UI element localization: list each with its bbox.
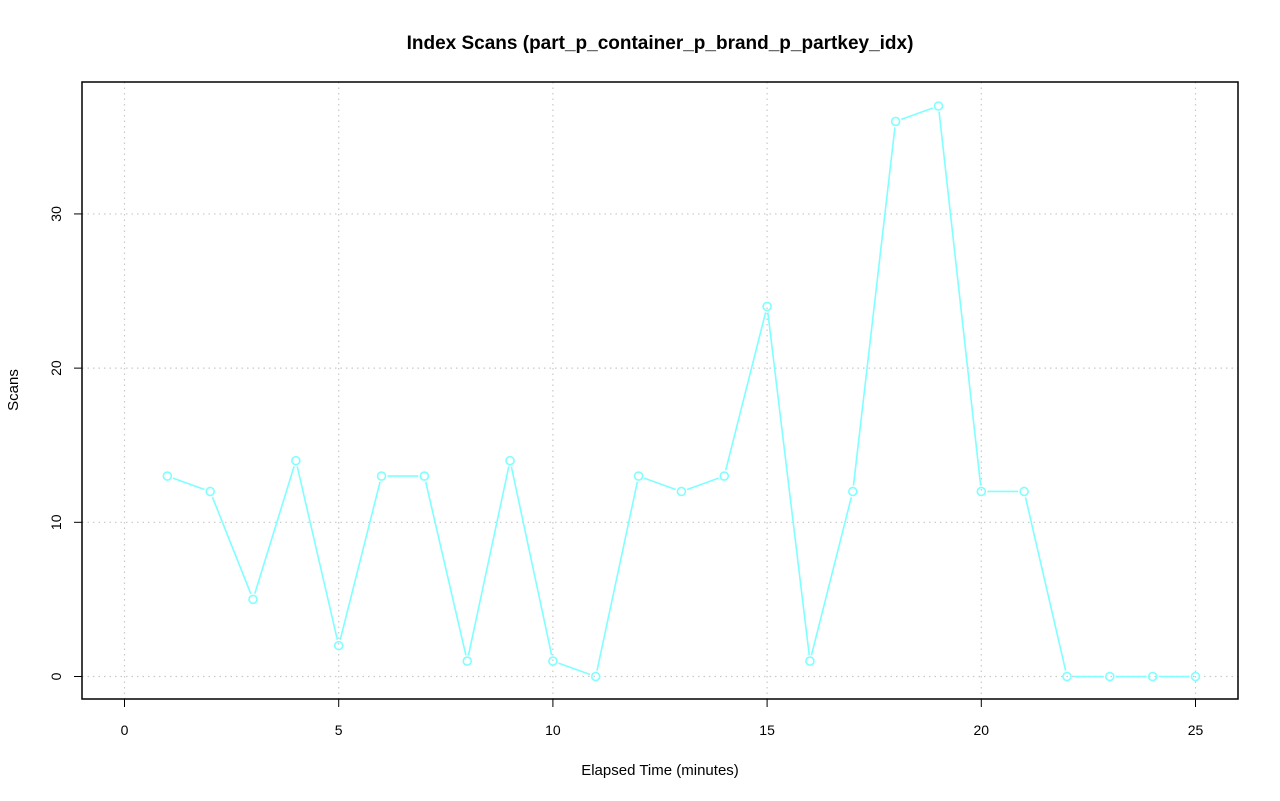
data-point [333,640,344,651]
data-point [976,486,987,497]
x-tick-label: 10 [545,722,561,738]
series-line-segment [558,662,591,676]
data-point [1062,671,1072,682]
data-point [805,656,815,666]
series-line-segment [686,477,719,491]
data-point [719,471,730,481]
series-layer [162,101,1201,682]
data-point [1019,486,1029,497]
series-line-segment [938,111,982,486]
y-tick-label: 20 [48,360,64,376]
series-line-segment [900,107,934,121]
series-line-segment [424,481,467,656]
series-line-segment [1024,497,1067,671]
series-line-segment [724,312,767,471]
y-tick-label: 10 [48,514,64,530]
chart-title: Index Scans (part_p_container_p_brand_p_… [407,33,914,54]
x-tick-label: 0 [121,722,129,738]
data-point [162,471,173,481]
series-line-segment [172,477,205,491]
data-point [933,101,944,111]
series-line-segment [643,477,677,491]
data-point [205,486,215,497]
series-line-segment [767,312,811,656]
grid-lines [82,82,1238,699]
data-point [1105,671,1115,682]
x-tick-label: 25 [1188,722,1204,738]
data-point [1147,671,1158,682]
plot-frame [81,81,1239,700]
series-line-segment [596,481,639,671]
series-line-segment [810,497,853,656]
data-point [548,656,558,666]
data-point [419,471,430,481]
y-axis: 0 10 20 30 [48,206,83,680]
x-axis: 0 5 10 15 20 25 [121,698,1204,738]
series-line-segment [852,127,896,486]
x-axis-label: Elapsed Time (minutes) [581,762,739,779]
x-tick-label: 15 [759,722,775,738]
series-line-segment [339,481,381,641]
data-point [890,116,901,127]
data-point [847,486,858,497]
data-point [376,471,387,481]
data-point [462,656,473,666]
data-point [676,486,687,497]
data-point [505,455,515,466]
y-axis-label: Scans [5,369,22,411]
series-line-segment [467,466,510,656]
data-point [1190,671,1201,682]
series-line-segment [510,466,553,656]
series-line-segment [254,466,295,594]
data-point [633,471,644,481]
series-line-segment [296,466,339,640]
data-point [590,671,601,682]
y-tick-label: 30 [48,206,64,222]
y-tick-label: 0 [48,672,64,680]
data-point [291,455,301,466]
x-tick-label: 20 [974,722,990,738]
data-point [248,594,258,605]
series-line-segment [211,496,252,595]
data-point [762,301,772,312]
x-tick-label: 5 [335,722,343,738]
